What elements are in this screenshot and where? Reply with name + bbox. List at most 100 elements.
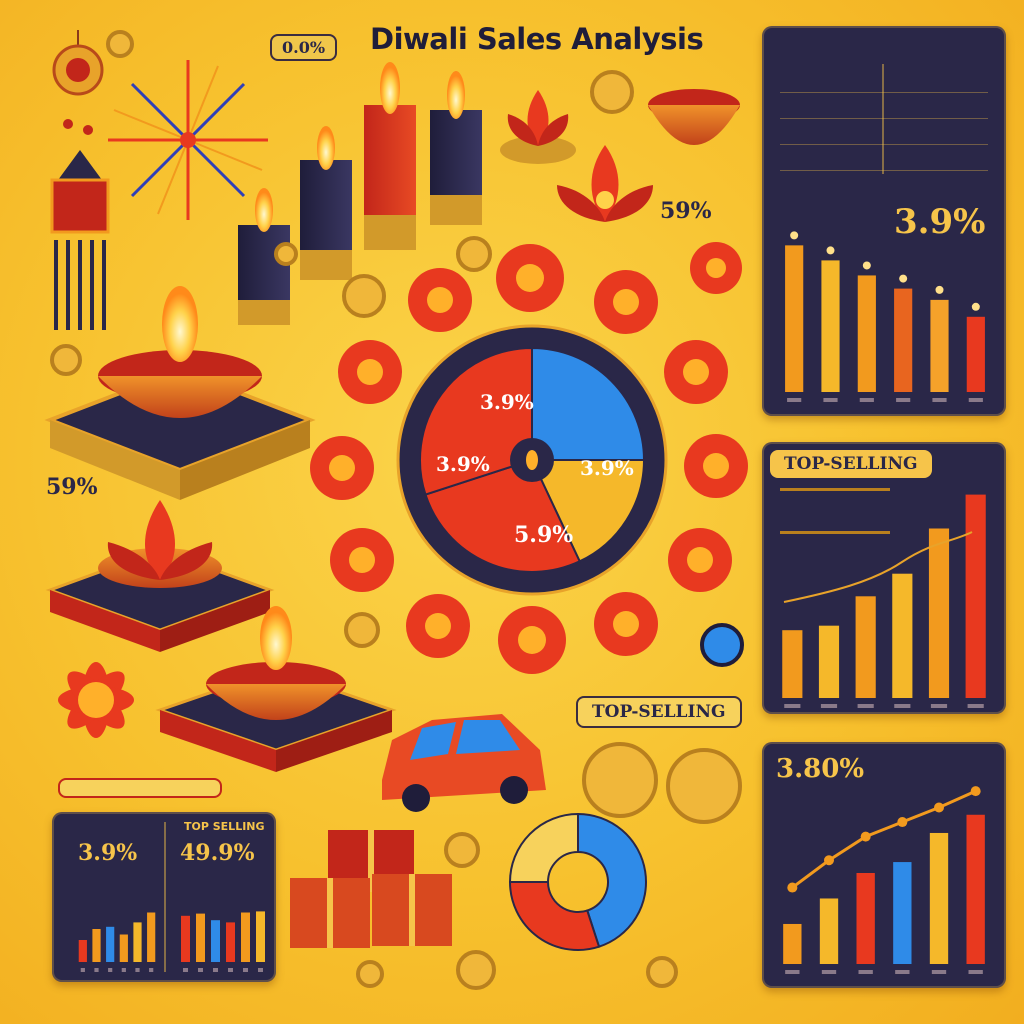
candle-icon (238, 62, 482, 325)
panel-bottom-right: 3.80% (762, 742, 1006, 988)
lotus-icon (500, 90, 576, 164)
bowl-icon (648, 89, 740, 145)
bar (893, 862, 912, 964)
tick-label (787, 398, 802, 402)
tick-label (932, 398, 947, 402)
header-lines (780, 488, 890, 534)
bar (147, 912, 156, 962)
bar (966, 814, 985, 964)
header-tag: 0.0% (270, 34, 338, 61)
pie-slice (577, 812, 647, 948)
top-selling-small: TOP SELLING (184, 820, 265, 833)
table-row (780, 144, 988, 171)
ornament-icon (52, 30, 104, 135)
bar (782, 630, 803, 698)
bar-chart (785, 231, 985, 402)
page-title: Diwali Sales Analysis (370, 22, 704, 56)
pie-slice (531, 346, 646, 461)
gift-icon (290, 830, 452, 948)
top-selling-right: TOP-SELLING (770, 450, 932, 478)
tick-label (823, 398, 838, 402)
tick-label (228, 968, 233, 972)
bar (930, 299, 949, 392)
bar-chart (783, 786, 985, 974)
tick-label (785, 970, 800, 974)
trend-point (970, 786, 981, 797)
coin-icon (50, 30, 742, 990)
panel-headline: 49.9% (180, 840, 255, 866)
lotus-icon (557, 145, 653, 222)
tick-label (931, 970, 947, 974)
pie-slice (508, 881, 601, 951)
flower-icon (58, 662, 134, 738)
table-row (780, 66, 988, 93)
trend-point (860, 831, 871, 842)
panel-top-right: 3.9% (762, 26, 1006, 416)
pie-label-blue: 3.9% (480, 390, 534, 414)
panel-headline: 3.9% (894, 202, 986, 242)
tick-label (243, 968, 248, 972)
lantern-icon (50, 150, 110, 330)
table-row (780, 92, 988, 119)
tick-label (896, 398, 911, 402)
bar (78, 940, 87, 962)
tick-label (858, 970, 873, 974)
flower-ring (310, 242, 748, 674)
badge-icon (700, 623, 744, 667)
trend-point (824, 855, 834, 866)
panel-headline: 3.9% (78, 840, 138, 866)
donut-chart (508, 812, 647, 951)
sparkle-icon (790, 231, 799, 240)
bar (929, 832, 949, 964)
tick-label (821, 970, 837, 974)
tick-label (198, 968, 203, 972)
bar (857, 275, 876, 392)
panel-divider (164, 822, 166, 972)
bar (928, 528, 950, 698)
tick-label (820, 704, 838, 708)
table-divider (882, 64, 884, 174)
diya-icon (526, 450, 538, 470)
tick-label (258, 968, 263, 972)
tick-label (213, 968, 218, 972)
pie-chart (419, 346, 646, 573)
bar (211, 920, 220, 962)
trend-point (934, 802, 944, 813)
pie-label-bottom: 5.9% (514, 522, 574, 548)
bar-chart (181, 911, 265, 972)
tick-label (149, 968, 154, 972)
sparkle-icon (862, 261, 871, 270)
bar (241, 912, 250, 962)
bar (819, 898, 839, 964)
tick-label (857, 704, 874, 708)
tick-label (930, 704, 948, 708)
bar-chart (78, 912, 156, 972)
bar (181, 915, 190, 962)
bar-chart (782, 494, 986, 708)
trend-point (897, 817, 908, 828)
bar (785, 245, 804, 392)
bar (856, 873, 875, 964)
tick-label (859, 398, 874, 402)
pie-slice (424, 458, 582, 573)
sparkle-icon (826, 246, 835, 255)
bar (965, 494, 986, 698)
pie-slice (419, 346, 533, 496)
tick-label (94, 968, 99, 972)
bar (226, 922, 235, 962)
diya-icon (155, 606, 397, 772)
pie-slice (508, 812, 579, 883)
pie-label-left: 3.9% (436, 452, 490, 476)
tick-label (108, 968, 113, 972)
sparkle-icon (971, 302, 980, 311)
trend-line (783, 531, 973, 603)
firework-icon (108, 60, 268, 220)
pie-slice (530, 459, 646, 563)
bar (966, 316, 985, 392)
pct-mid-right: 59% (660, 198, 712, 224)
tick-label (967, 704, 984, 708)
tick-label (894, 704, 911, 708)
bar (106, 926, 115, 962)
panel-bottom-left: 3.9% 49.9% TOP SELLING (52, 812, 276, 982)
